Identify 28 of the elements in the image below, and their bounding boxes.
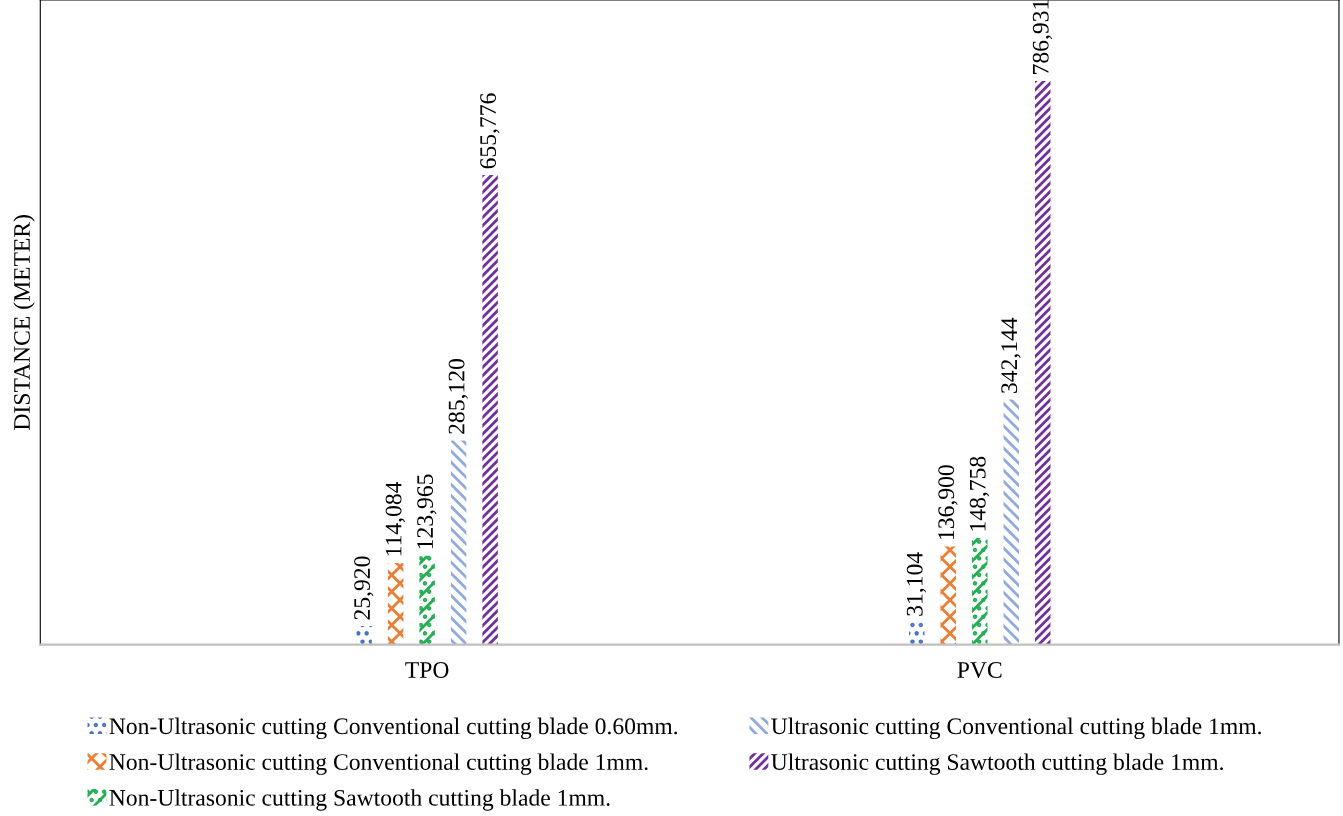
x-tick-label: TPO (405, 662, 449, 678)
bar (450, 440, 467, 645)
data-label: 25,920 (354, 556, 374, 620)
data-label: 655,776 (480, 93, 500, 169)
bar (356, 626, 372, 645)
bar (387, 562, 404, 645)
legend-label: Non-Ultrasonic cutting Conventional cutting blade 0.60mm. (109, 717, 678, 740)
bar (1035, 80, 1051, 645)
bar (482, 174, 498, 645)
data-label: 123,965 (417, 474, 437, 549)
bar (419, 555, 435, 645)
data-label: 342,144 (1001, 317, 1021, 393)
data-label: 148,758 (969, 456, 990, 531)
legend-label: Ultrasonic cutting Conventional cutting blade 1mm. (771, 717, 1261, 740)
data-label: 285,120 (448, 359, 468, 434)
data-label: 31,104 (906, 552, 927, 616)
bar (940, 546, 956, 645)
data-label: 114,084 (385, 481, 405, 556)
bar (909, 622, 925, 645)
bar (1003, 399, 1019, 645)
data-label: 786,931 (1032, 0, 1053, 74)
x-tick-label: PVC (957, 662, 1002, 679)
legend-label: Non-Ultrasonic cutting Conventional cutting blade 1mm. (109, 753, 648, 775)
legend-label: Ultrasonic cutting Sawtooth cutting blade 1mm. (771, 753, 1223, 775)
y-axis-title: DISTANCE (METER) (13, 215, 35, 430)
legend-label: Non-Ultrasonic cutting Sawtooth cutting blade 1mm. (109, 789, 610, 811)
bar (972, 538, 988, 645)
data-label: 136,900 (938, 465, 958, 539)
